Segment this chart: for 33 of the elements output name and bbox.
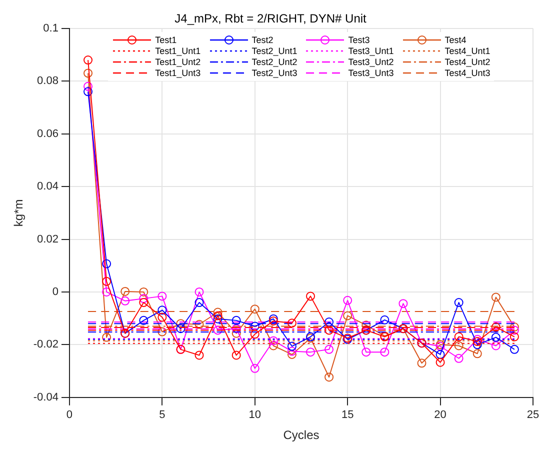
y-tick-label: 0 (52, 286, 58, 298)
y-tick-label: -0.02 (33, 338, 58, 351)
legend-label: Test1_Unt3 (155, 68, 201, 78)
legend-label: Test2_Unt1 (252, 46, 298, 56)
y-tick-label: 0.1 (43, 22, 58, 34)
x-tick-label: 25 (526, 409, 540, 422)
legend-label: Test2_Unt3 (252, 68, 298, 78)
x-tick-label: 20 (434, 409, 446, 422)
y-tick-label: 0.06 (37, 128, 58, 140)
chart-title: J4_mPx, Rbt = 2/RIGHT, DYN# Unit (174, 12, 368, 26)
legend-label: Test3 (348, 35, 370, 46)
legend-label: Test4 (444, 35, 466, 46)
legend-label: Test3_Unt2 (348, 57, 394, 68)
legend-label: Test2_Unt2 (252, 57, 298, 68)
legend-label: Test1_Unt2 (155, 57, 201, 68)
legend-label: Test1 (155, 35, 177, 46)
legend-label: Test1_Unt1 (155, 46, 201, 56)
legend-label: Test4_Unt1 (444, 46, 490, 56)
legend-label: Test3_Unt1 (348, 46, 394, 56)
y-tick-label: 0.04 (37, 180, 58, 193)
x-tick-label: 5 (159, 409, 166, 422)
y-tick-label: -0.04 (33, 391, 58, 404)
x-tick-label: 15 (341, 409, 354, 422)
y-tick-label: 0.02 (37, 233, 58, 246)
x-tick-label: 10 (248, 409, 262, 422)
x-axis-title: Cycles (283, 428, 320, 442)
y-axis-title: kg*m (12, 199, 26, 227)
legend-label: Test4_Unt2 (444, 57, 490, 68)
y-tick-label: 0.08 (37, 75, 58, 88)
legend-label: Test4_Unt3 (444, 68, 490, 78)
legend-label: Test2 (252, 35, 274, 46)
legend-label: Test3_Unt3 (348, 68, 394, 78)
x-tick-label: 0 (66, 409, 73, 422)
